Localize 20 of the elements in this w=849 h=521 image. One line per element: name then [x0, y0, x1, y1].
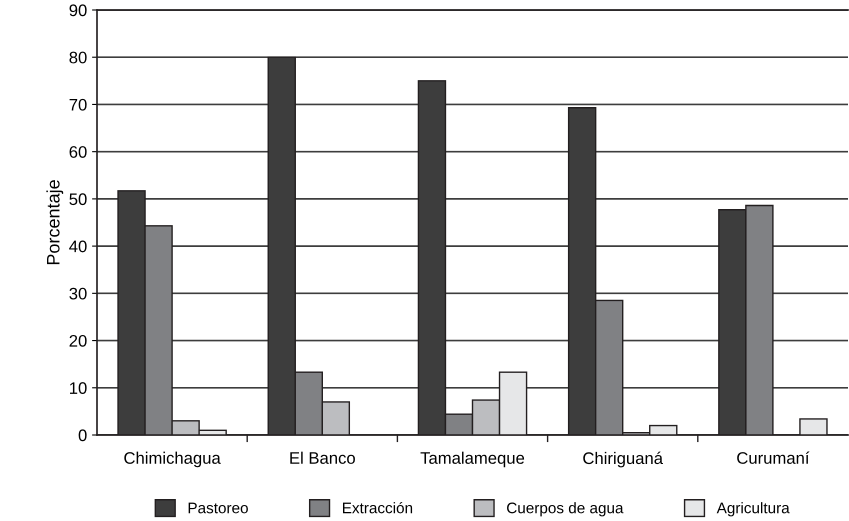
y-tick-label: 0 — [78, 429, 87, 442]
x-tick-label: Chiriguaná — [583, 452, 664, 468]
y-tick-label: 70 — [70, 98, 87, 111]
y-tick-label: 60 — [70, 146, 87, 158]
legend-label: Pastoreo — [188, 502, 248, 514]
y-tick-label: 30 — [69, 288, 87, 300]
x-tick-label: Tamalameque — [420, 452, 524, 468]
y-tick-label: 10 — [70, 382, 87, 394]
y-axis-title: Porcentaje — [46, 180, 64, 264]
legend-label: Extracción — [342, 502, 412, 514]
x-tick-label: Curumaní — [737, 451, 810, 464]
y-tick-label: 20 — [70, 334, 87, 347]
y-tick-label: 90 — [70, 4, 87, 16]
x-tick-label: Chimichagua — [124, 452, 221, 468]
y-tick-label: 80 — [69, 52, 87, 64]
y-tick-label: 50 — [69, 193, 87, 206]
legend-label: Agricultura — [716, 502, 790, 516]
y-tick-label: 40 — [69, 240, 87, 252]
x-tick-label: El Banco — [290, 452, 355, 464]
legend-label: Cuerpos de agua — [507, 502, 624, 516]
